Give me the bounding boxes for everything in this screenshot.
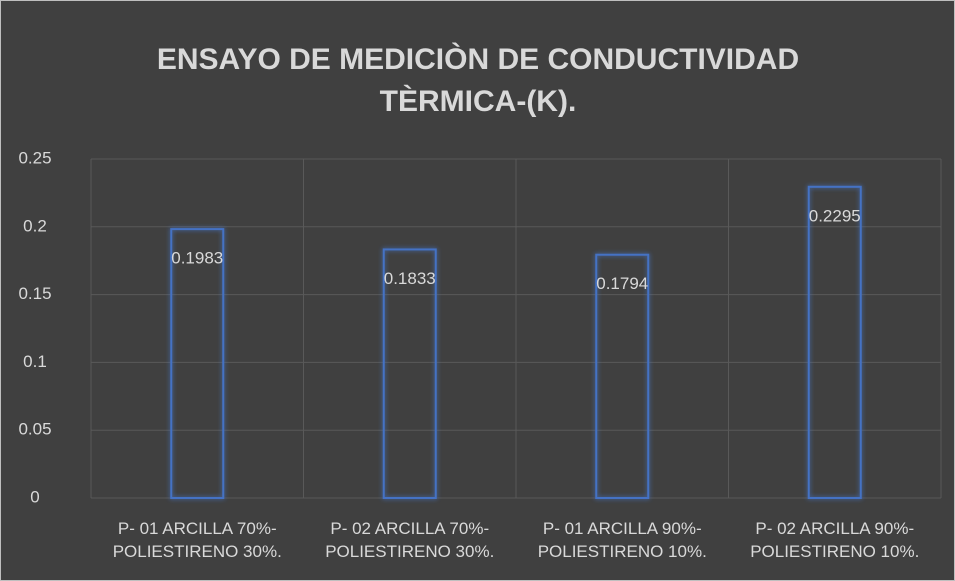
x-tick-label: P- 01 ARCILLA 70%-POLIESTIRENO 30%. — [112, 519, 282, 561]
bar — [170, 228, 225, 499]
bar — [807, 185, 862, 499]
y-tick-label: 0.15 — [18, 284, 51, 303]
data-label: 0.2295 — [809, 206, 861, 225]
bar — [595, 253, 650, 499]
data-label: 0.1794 — [596, 274, 648, 293]
bar — [382, 248, 437, 499]
chart-title: ENSAYO DE MEDICIÒN DE CONDUCTIVIDAD TÈRM… — [156, 43, 800, 118]
y-tick-label: 0.05 — [18, 420, 51, 439]
data-label: 0.1833 — [384, 269, 436, 288]
y-tick-label: 0.2 — [23, 216, 47, 235]
y-tick-label: 0.1 — [23, 352, 47, 371]
y-tick-label: 0 — [30, 487, 39, 506]
x-tick-label: P- 02 ARCILLA 90%-POLIESTIRENO 10%. — [750, 519, 920, 561]
data-label: 0.1983 — [171, 249, 223, 268]
x-tick-label: P- 02 ARCILLA 70%-POLIESTIRENO 30%. — [325, 519, 495, 561]
x-tick-label: P- 01 ARCILLA 90%-POLIESTIRENO 10%. — [537, 519, 707, 561]
y-tick-label: 0.25 — [18, 148, 51, 167]
